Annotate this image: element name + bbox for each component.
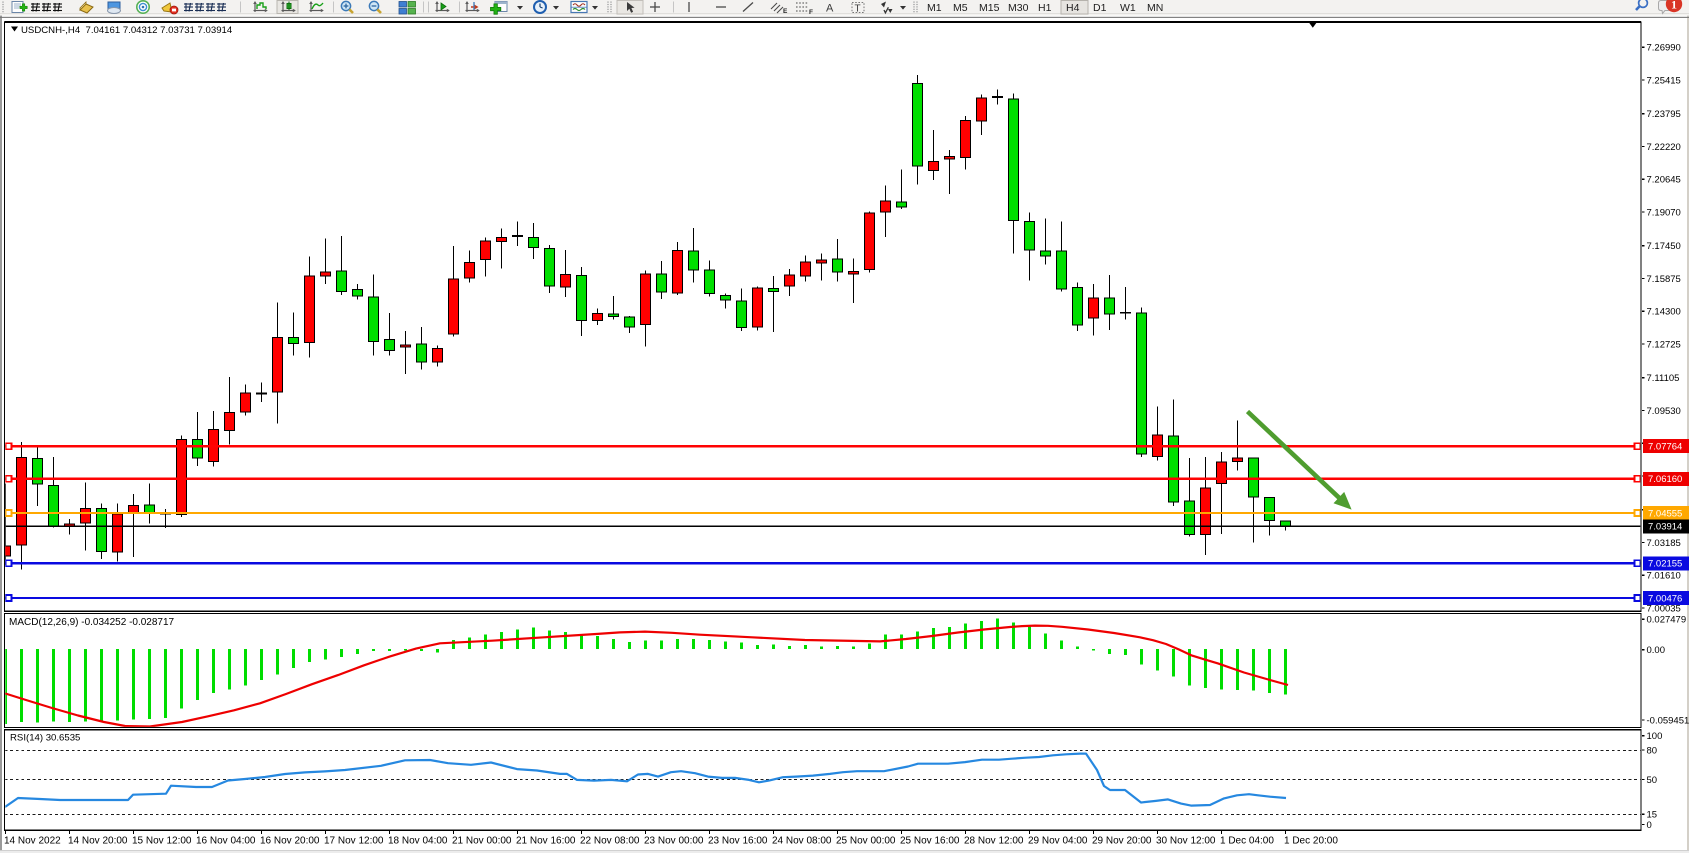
- svg-text:100: 100: [1647, 731, 1663, 742]
- svg-text:14 Nov 2022: 14 Nov 2022: [4, 836, 61, 847]
- svg-text:F: F: [809, 9, 813, 16]
- svg-text:17 Nov 12:00: 17 Nov 12:00: [324, 836, 384, 847]
- svg-text:22 Nov 08:00: 22 Nov 08:00: [580, 836, 640, 847]
- svg-text:29 Nov 04:00: 29 Nov 04:00: [1028, 836, 1088, 847]
- svg-text:14 Nov 20:00: 14 Nov 20:00: [68, 836, 128, 847]
- svg-text:7.00476: 7.00476: [1648, 593, 1682, 604]
- svg-text:M1: M1: [927, 2, 942, 14]
- svg-text:M30: M30: [1008, 2, 1029, 14]
- svg-text:E: E: [783, 8, 788, 15]
- svg-text:W1: W1: [1120, 2, 1136, 14]
- svg-text:7.03914: 7.03914: [1648, 522, 1682, 533]
- svg-text:50: 50: [1647, 775, 1658, 786]
- svg-text:H1: H1: [1038, 2, 1052, 14]
- svg-text:7.01610: 7.01610: [1647, 571, 1681, 582]
- svg-text:21 Nov 16:00: 21 Nov 16:00: [516, 836, 576, 847]
- svg-text:7.25415: 7.25415: [1647, 75, 1681, 86]
- svg-text:25 Nov 00:00: 25 Nov 00:00: [836, 836, 896, 847]
- svg-text:A: A: [826, 3, 834, 15]
- svg-text:25 Nov 16:00: 25 Nov 16:00: [900, 836, 960, 847]
- svg-text:7.26990: 7.26990: [1647, 43, 1681, 54]
- svg-text:24 Nov 08:00: 24 Nov 08:00: [772, 836, 832, 847]
- svg-text:7.15875: 7.15875: [1647, 274, 1681, 285]
- svg-text:7.09530: 7.09530: [1647, 406, 1681, 417]
- svg-text:H4: H4: [1066, 2, 1080, 14]
- svg-text:15: 15: [1647, 810, 1658, 821]
- svg-text:7.20645: 7.20645: [1647, 175, 1681, 186]
- svg-text:0: 0: [1647, 820, 1652, 831]
- svg-text:7.22220: 7.22220: [1647, 142, 1681, 153]
- svg-text:MN: MN: [1147, 2, 1163, 14]
- svg-text:28 Nov 12:00: 28 Nov 12:00: [964, 836, 1024, 847]
- svg-text:7.19070: 7.19070: [1647, 207, 1681, 218]
- svg-text:D1: D1: [1093, 2, 1107, 14]
- svg-text:USDCNH-,H4 7.04161 7.04312 7.: USDCNH-,H4 7.04161 7.04312 7.03731 7.039…: [21, 25, 233, 36]
- svg-text:80: 80: [1647, 745, 1658, 756]
- svg-text:16 Nov 04:00: 16 Nov 04:00: [196, 836, 256, 847]
- svg-text:7.00035: 7.00035: [1647, 603, 1681, 614]
- svg-text:RSI(14) 30.6535: RSI(14) 30.6535: [10, 733, 80, 744]
- svg-text:7.23795: 7.23795: [1647, 109, 1681, 120]
- svg-text:1 Dec 20:00: 1 Dec 20:00: [1284, 836, 1338, 847]
- svg-text:23 Nov 16:00: 23 Nov 16:00: [708, 836, 768, 847]
- svg-text:16 Nov 20:00: 16 Nov 20:00: [260, 836, 320, 847]
- svg-text:7.06160: 7.06160: [1648, 474, 1682, 485]
- svg-text:7.02155: 7.02155: [1648, 559, 1682, 570]
- svg-text:1: 1: [1671, 0, 1677, 12]
- svg-text:M5: M5: [953, 2, 968, 14]
- svg-text:0.027479: 0.027479: [1647, 615, 1687, 626]
- svg-text:30 Nov 12:00: 30 Nov 12:00: [1156, 836, 1216, 847]
- svg-text:7.14300: 7.14300: [1647, 307, 1681, 318]
- svg-text:0.00: 0.00: [1647, 645, 1666, 656]
- svg-text:T: T: [855, 4, 861, 15]
- svg-text:-0.059451: -0.059451: [1647, 716, 1689, 727]
- svg-text:7.12725: 7.12725: [1647, 339, 1681, 350]
- svg-text:7.11105: 7.11105: [1647, 373, 1680, 384]
- svg-text:21 Nov 00:00: 21 Nov 00:00: [452, 836, 512, 847]
- svg-text:18 Nov 04:00: 18 Nov 04:00: [388, 836, 448, 847]
- svg-text:7.07764: 7.07764: [1648, 442, 1682, 453]
- svg-text:7.17450: 7.17450: [1647, 241, 1681, 252]
- svg-text:29 Nov 20:00: 29 Nov 20:00: [1092, 836, 1152, 847]
- svg-text:M15: M15: [979, 2, 1000, 14]
- svg-text:7.03185: 7.03185: [1647, 538, 1681, 549]
- svg-text:23 Nov 00:00: 23 Nov 00:00: [644, 836, 704, 847]
- svg-text:MACD(12,26,9) -0.034252 -0.028: MACD(12,26,9) -0.034252 -0.028717: [9, 617, 175, 628]
- svg-text:15 Nov 12:00: 15 Nov 12:00: [132, 836, 192, 847]
- svg-text:7.04555: 7.04555: [1648, 508, 1682, 519]
- svg-text:1 Dec 04:00: 1 Dec 04:00: [1220, 836, 1274, 847]
